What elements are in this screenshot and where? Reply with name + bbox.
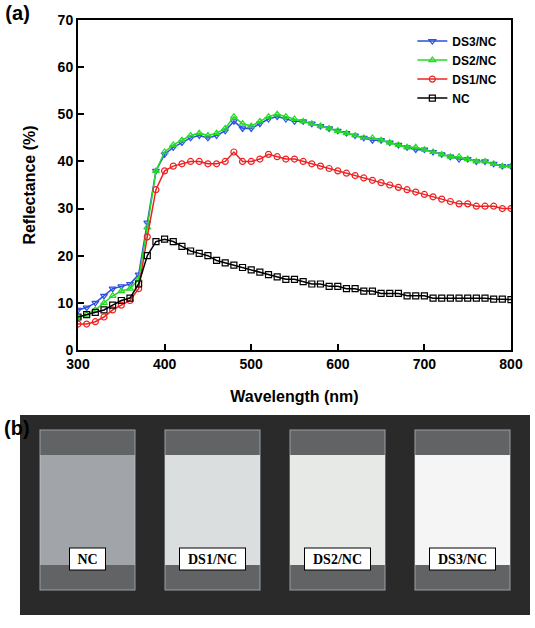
svg-text:10: 10 <box>58 295 74 311</box>
svg-text:DS3/NC: DS3/NC <box>452 35 496 49</box>
svg-text:(b): (b) <box>4 417 30 439</box>
svg-text:DS1/NC: DS1/NC <box>452 73 496 87</box>
svg-text:Reflectance (%): Reflectance (%) <box>21 125 38 244</box>
svg-text:400: 400 <box>153 356 177 372</box>
svg-text:300: 300 <box>66 356 90 372</box>
svg-text:0: 0 <box>65 342 73 358</box>
svg-text:70: 70 <box>58 12 74 28</box>
svg-text:40: 40 <box>58 153 74 169</box>
svg-text:Wavelength (nm): Wavelength (nm) <box>230 388 358 405</box>
svg-text:20: 20 <box>58 248 74 264</box>
svg-text:700: 700 <box>413 356 437 372</box>
svg-text:DS1/NC: DS1/NC <box>188 552 237 567</box>
svg-text:NC: NC <box>452 92 470 106</box>
svg-text:500: 500 <box>240 356 264 372</box>
svg-text:600: 600 <box>326 356 350 372</box>
svg-text:30: 30 <box>58 200 74 216</box>
svg-text:50: 50 <box>58 106 74 122</box>
svg-text:DS2/NC: DS2/NC <box>313 552 362 567</box>
svg-text:(a): (a) <box>5 2 29 24</box>
svg-text:60: 60 <box>58 59 74 75</box>
svg-text:DS3/NC: DS3/NC <box>438 552 487 567</box>
svg-text:DS2/NC: DS2/NC <box>452 54 496 68</box>
svg-text:NC: NC <box>77 552 97 567</box>
svg-text:800: 800 <box>499 356 523 372</box>
